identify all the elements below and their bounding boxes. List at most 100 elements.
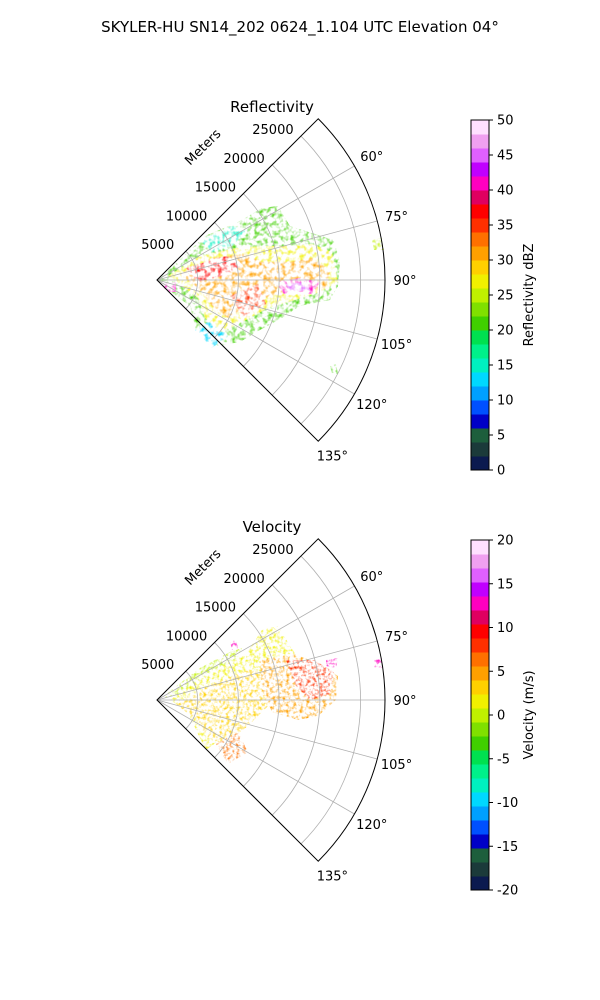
colorbar-segment: [471, 372, 489, 387]
range-tick-label: 5000: [141, 658, 174, 673]
colorbar-segment: [471, 316, 489, 331]
velocity-colorbar: -20 -15 -10 -5 0 5 10 15 20 Velocity (m/s): [470, 534, 537, 899]
colorbar-segment: [471, 400, 489, 415]
colorbar-segment: [471, 358, 489, 373]
colorbar-segment: [471, 176, 489, 191]
range-tick-label: 25000: [252, 543, 293, 558]
colorbar-tick-label: 20: [497, 534, 514, 549]
vel-band-magenta-2: [326, 658, 338, 668]
velocity-frame: [156, 538, 386, 862]
colorbar-segment: [471, 876, 489, 891]
colorbar-tick-label: 20: [497, 324, 514, 339]
colorbar-segment: [471, 456, 489, 471]
radial-axis-label: Meters: [182, 546, 224, 588]
colorbar-tick-label: 35: [497, 219, 514, 234]
colorbar-segment: [471, 330, 489, 345]
colorbar-segment: [471, 820, 489, 835]
azimuth-tick-label: 105°: [381, 758, 412, 773]
azimuth-tick-label: 90°: [393, 694, 416, 709]
colorbar-segment: [471, 568, 489, 583]
colorbar-tick-label: -10: [497, 796, 518, 811]
colorbar-segment: [471, 414, 489, 429]
azimuth-tick-label: 120°: [356, 398, 387, 413]
azimuth-tick-label: 75°: [385, 630, 408, 645]
colorbar-tick-label: 45: [497, 149, 514, 164]
colorbar-segment: [471, 162, 489, 177]
colorbar-segment: [471, 148, 489, 163]
velocity-echoes: [158, 626, 382, 764]
azimuth-tick-label: 120°: [356, 818, 387, 833]
vel-band-red: [286, 660, 334, 700]
colorbar-segment: [471, 862, 489, 877]
colorbar-tick-label: -20: [497, 884, 518, 899]
colorbar-segment: [471, 218, 489, 233]
colorbar-segment: [471, 680, 489, 695]
figure-title: SKYLER-HU SN14_202 0624_1.104 UTC Elevat…: [101, 18, 499, 37]
colorbar-segment: [471, 260, 489, 275]
colorbar-segment: [471, 806, 489, 821]
velocity-grid: [156, 555, 385, 862]
velocity-title: Velocity: [243, 518, 302, 536]
colorbar-segment: [471, 582, 489, 597]
colorbar-segment: [471, 274, 489, 289]
echo-band-red: [186, 256, 242, 282]
vel-band-red-2: [216, 732, 248, 764]
colorbar-segment: [471, 666, 489, 681]
colorbar-tick-label: 10: [497, 394, 514, 409]
range-tick-label: 10000: [166, 629, 207, 644]
reflectivity-colorbar: 0 5 10 15 20 25 30 35 40 45 50 Reflectivity dBZ: [470, 114, 537, 479]
colorbar-label: Velocity (m/s): [522, 670, 537, 759]
colorbar-segment: [471, 134, 489, 149]
colorbar-segment: [471, 624, 489, 639]
colorbar-segment: [471, 596, 489, 611]
azimuth-line: [156, 220, 378, 281]
colorbar-segment: [471, 848, 489, 863]
sector-frame: [156, 118, 386, 442]
reflectivity-panel: Reflectivity 5000 10000 15000 20000 25000 60°…: [141, 98, 537, 479]
colorbar-tick-label: -5: [497, 752, 510, 767]
colorbar-segment: [471, 554, 489, 569]
colorbar-segment: [471, 638, 489, 653]
colorbar-segment: [471, 694, 489, 709]
colorbar-tick-label: 0: [497, 709, 505, 724]
reflectivity-title: Reflectivity: [230, 98, 314, 116]
colorbar-segment: [471, 764, 489, 779]
colorbar-segment: [471, 246, 489, 261]
colorbar-segment: [471, 302, 489, 317]
colorbar-segment: [471, 610, 489, 625]
range-tick-label: 15000: [195, 181, 236, 196]
colorbar-tick-label: 30: [497, 254, 514, 269]
azimuth-tick-label: 60°: [360, 150, 383, 165]
colorbar-segment: [471, 120, 489, 135]
range-tick-label: 10000: [166, 209, 207, 224]
range-tick-label: 20000: [223, 152, 264, 167]
azimuth-tick-label: 105°: [381, 338, 412, 353]
range-tick-label: 20000: [223, 572, 264, 587]
colorbar-segment: [471, 540, 489, 555]
azimuth-line: [156, 165, 355, 281]
reflectivity-echoes: [158, 206, 384, 374]
colorbar-segment: [471, 232, 489, 247]
colorbar-segment: [471, 652, 489, 667]
echo-isolated-cell: [372, 238, 384, 250]
colorbar-tick-label: 5: [497, 665, 505, 680]
azimuth-tick-label: 75°: [385, 210, 408, 225]
colorbar-tick-label: -15: [497, 840, 518, 855]
colorbar-segment: [471, 344, 489, 359]
velocity-panel: Velocity 5000 10000 15000 20000 25000 60° 75° 9…: [141, 518, 537, 899]
colorbar-segment: [471, 750, 489, 765]
azimuth-line: [156, 640, 378, 701]
azimuth-line: [156, 699, 378, 760]
azimuth-tick-label: 90°: [393, 274, 416, 289]
vel-band-magenta-3: [230, 640, 238, 650]
colorbar-segment: [471, 792, 489, 807]
colorbar-tick-label: 5: [497, 429, 505, 444]
colorbar-tick-label: 10: [497, 621, 514, 636]
colorbar-tick-label: 0: [497, 464, 505, 479]
sector-frame: [156, 538, 386, 862]
echo-isolated-cell-2: [330, 364, 338, 374]
echo-band-red-2: [230, 284, 266, 318]
colorbar-segment: [471, 288, 489, 303]
colorbar-tick-label: 50: [497, 114, 514, 129]
